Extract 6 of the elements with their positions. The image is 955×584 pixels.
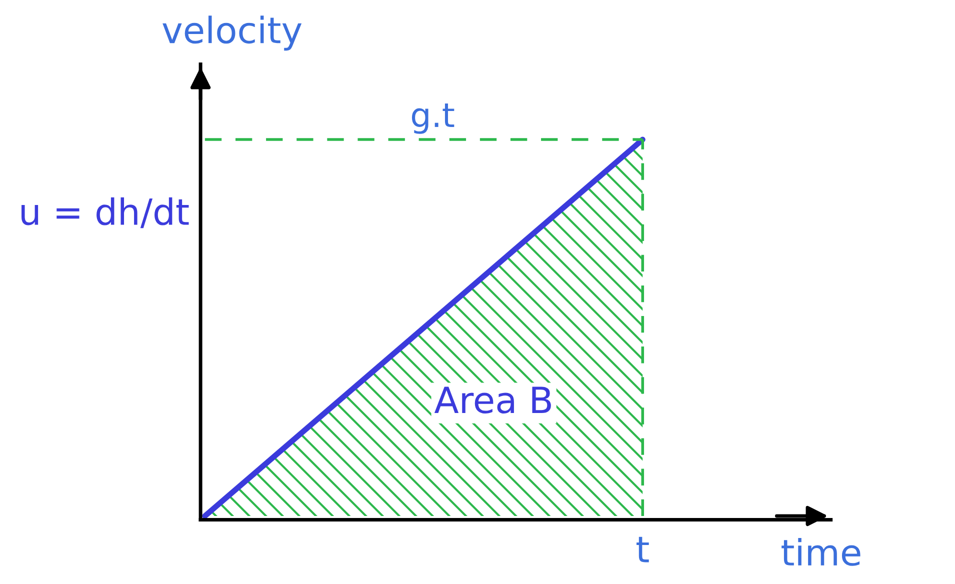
annotation: Area B (434, 386, 551, 414)
x-axis-title: time (782, 538, 860, 566)
ref-line-label: g.t (412, 104, 454, 134)
text: t (636, 536, 649, 562)
annotation: u = dh/dt (22, 197, 189, 228)
y-axis-title: velocity (162, 16, 302, 51)
